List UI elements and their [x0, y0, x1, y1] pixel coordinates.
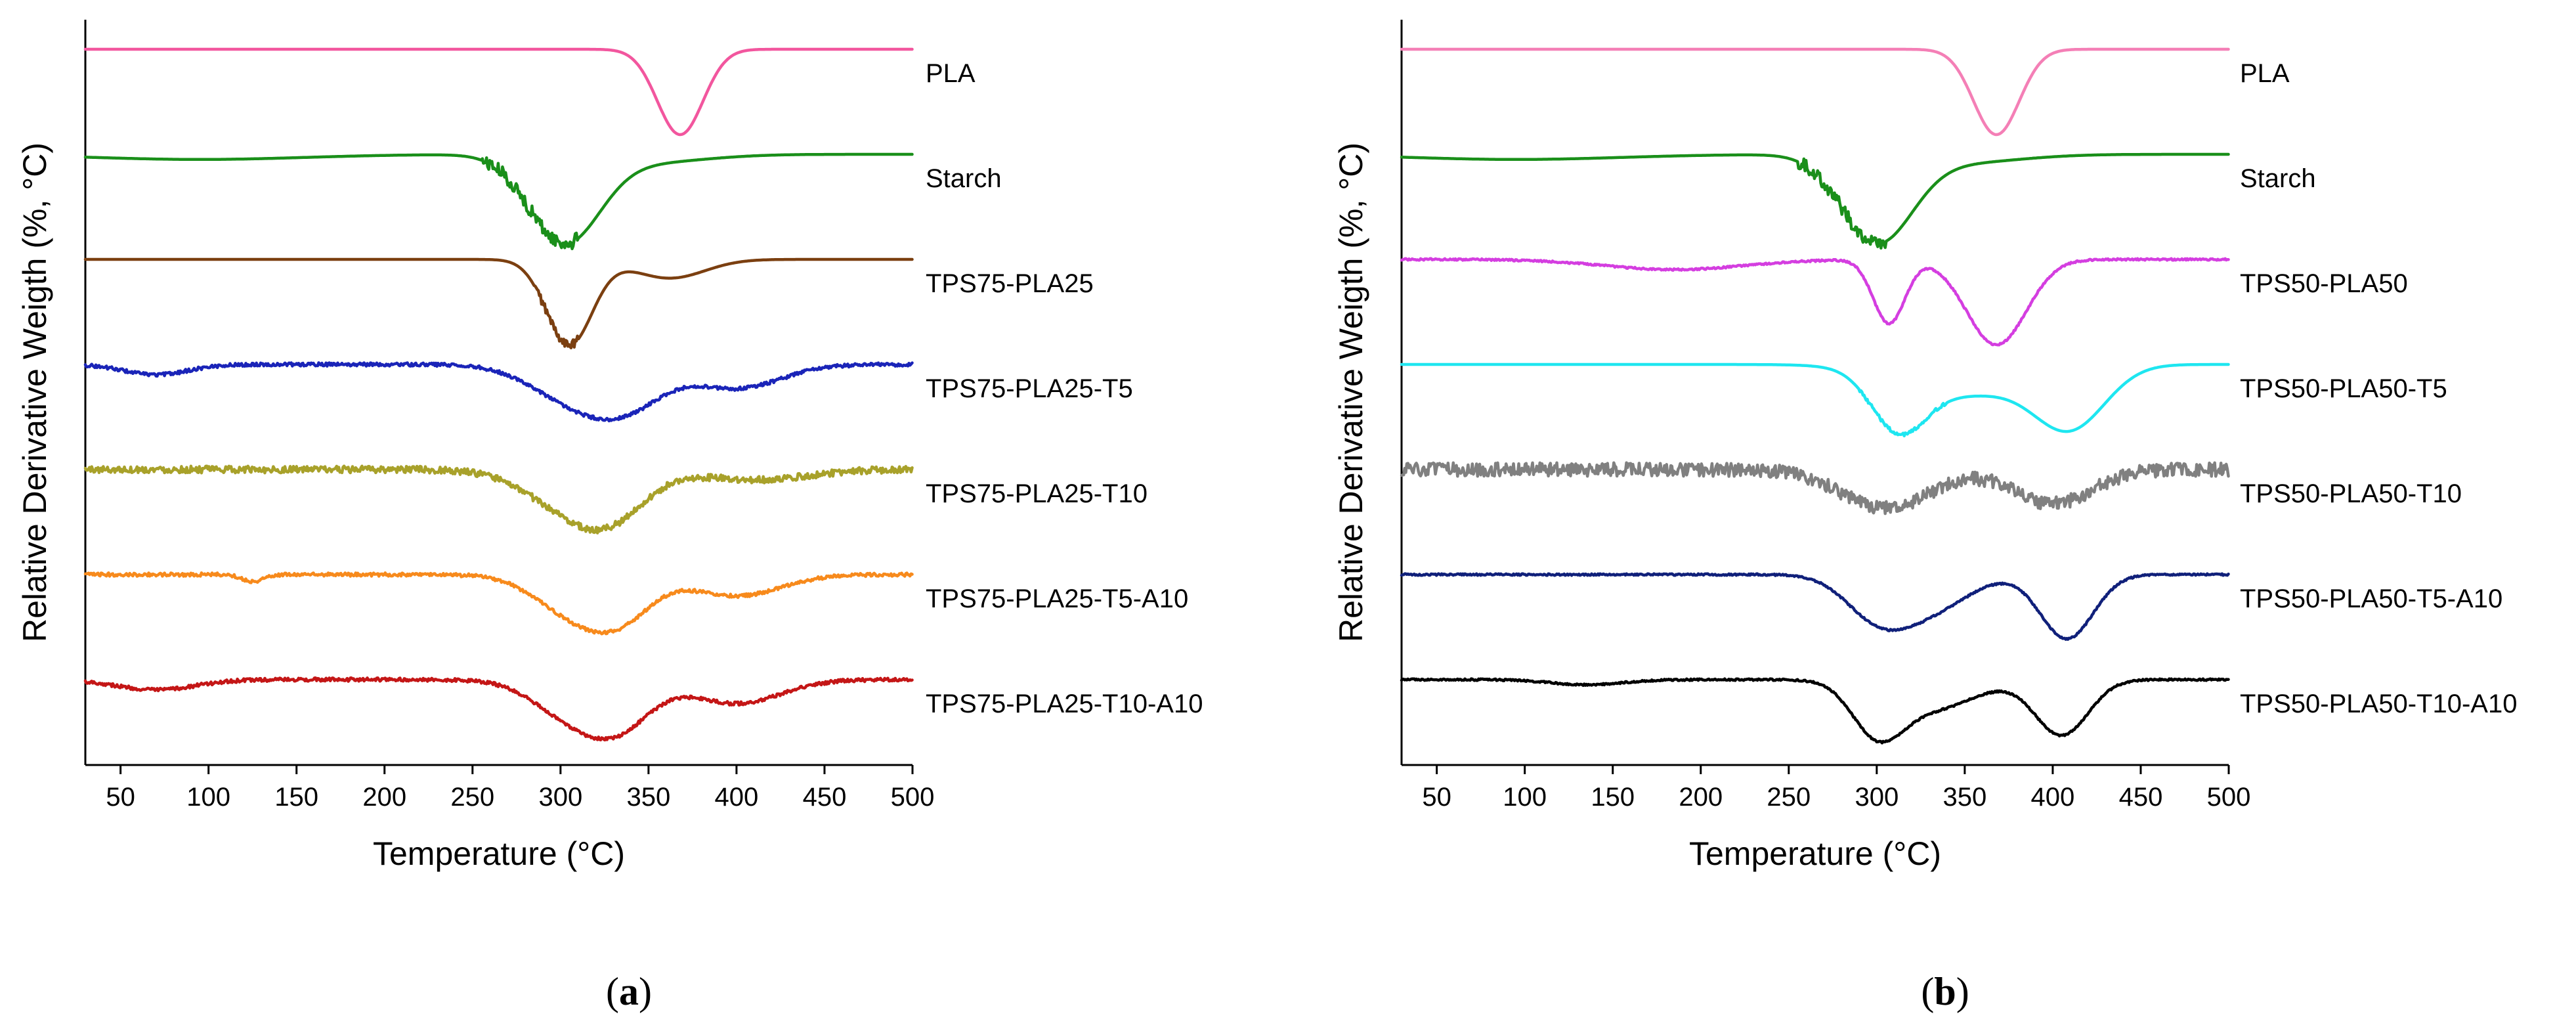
series-line-TPS50-PLA50-T5-A10	[1400, 572, 2230, 641]
chart-panel-b: 50 100 150 200 250 300 350 400 450 500 Temperature…	[1333, 20, 2517, 1013]
x-axis-title: Temperature (°C)	[1689, 835, 1941, 872]
x-tick-label: 500	[2207, 783, 2251, 812]
legend-label-TPS50-PLA50-T10-A10: TPS50-PLA50-T10-A10	[2240, 689, 2517, 718]
x-tick-label: 200	[362, 783, 406, 812]
x-tick-label: 400	[715, 783, 759, 812]
legend-label-TPS50-PLA50-T5-A10: TPS50-PLA50-T5-A10	[2240, 584, 2502, 613]
x-axis-title: Temperature (°C)	[373, 835, 625, 872]
x-tick-label: 300	[1855, 783, 1899, 812]
x-tick-label: 100	[1503, 783, 1547, 812]
x-tick-label: 50	[106, 783, 135, 812]
legend-label-TPS50-PLA50-T10: TPS50-PLA50-T10	[2240, 479, 2462, 508]
chart-panel-a: 50 100 150 200 250 300 350 400 450 500 Temperature…	[16, 20, 1203, 1013]
legend-label-TPS75-PLA25: TPS75-PLA25	[926, 269, 1094, 298]
x-tick-label: 300	[538, 783, 582, 812]
series-line-TPS50-PLA50-T10	[1400, 461, 2230, 515]
legend-label-TPS75-PLA25-T5-A10: TPS75-PLA25-T5-A10	[926, 584, 1188, 613]
legend-label-PLA: PLA	[926, 59, 976, 88]
series-line-PLA	[1400, 47, 2230, 137]
legend-label-TPS50-PLA50: TPS50-PLA50	[2240, 269, 2408, 298]
series-line-TPS75-PLA25-T5-A10	[83, 571, 914, 636]
x-tick-label: 350	[626, 783, 670, 812]
panel-label: (a)	[606, 970, 652, 1013]
legend-label-Starch: Starch	[2240, 164, 2316, 193]
series-line-TPS50-PLA50	[1400, 257, 2230, 347]
x-tick-label: 150	[274, 783, 318, 812]
legend-label-Starch: Starch	[926, 164, 1002, 193]
series-line-TPS50-PLA50-T5	[1400, 362, 2230, 438]
x-tick-label: 350	[1943, 783, 1986, 812]
x-tick-label: 50	[1422, 783, 1451, 812]
series-line-PLA	[83, 47, 914, 137]
y-axis-title: Relative Derivative Weigth (%, °C)	[1333, 142, 1369, 642]
series-line-TPS75-PLA25-T10	[83, 464, 914, 535]
x-tick-label: 150	[1591, 783, 1635, 812]
x-tick-label: 250	[450, 783, 494, 812]
series-line-TPS75-PLA25-T5	[83, 361, 914, 423]
series-line-TPS75-PLA25	[83, 257, 914, 350]
legend-label-TPS75-PLA25-T10-A10: TPS75-PLA25-T10-A10	[926, 689, 1203, 718]
legend-label-TPS75-PLA25-T10: TPS75-PLA25-T10	[926, 479, 1148, 508]
x-tick-label: 450	[2119, 783, 2163, 812]
legend-label-TPS75-PLA25-T5: TPS75-PLA25-T5	[926, 374, 1133, 403]
legend-label-TPS50-PLA50-T5: TPS50-PLA50-T5	[2240, 374, 2447, 403]
y-axis-title: Relative Derivative Weigth (%, °C)	[16, 142, 53, 642]
x-tick-label: 400	[2031, 783, 2075, 812]
legend-label-PLA: PLA	[2240, 59, 2290, 88]
x-tick-label: 450	[803, 783, 847, 812]
series-line-TPS75-PLA25-T10-A10	[83, 676, 914, 742]
x-tick-label: 250	[1767, 783, 1811, 812]
x-tick-label: 500	[891, 783, 935, 812]
series-line-Starch	[83, 152, 914, 251]
panel-label: (b)	[1921, 970, 1969, 1013]
x-tick-label: 100	[186, 783, 230, 812]
series-line-TPS50-PLA50-T10-A10	[1400, 677, 2230, 745]
series-line-Starch	[1400, 152, 2230, 250]
x-tick-label: 200	[1679, 783, 1723, 812]
